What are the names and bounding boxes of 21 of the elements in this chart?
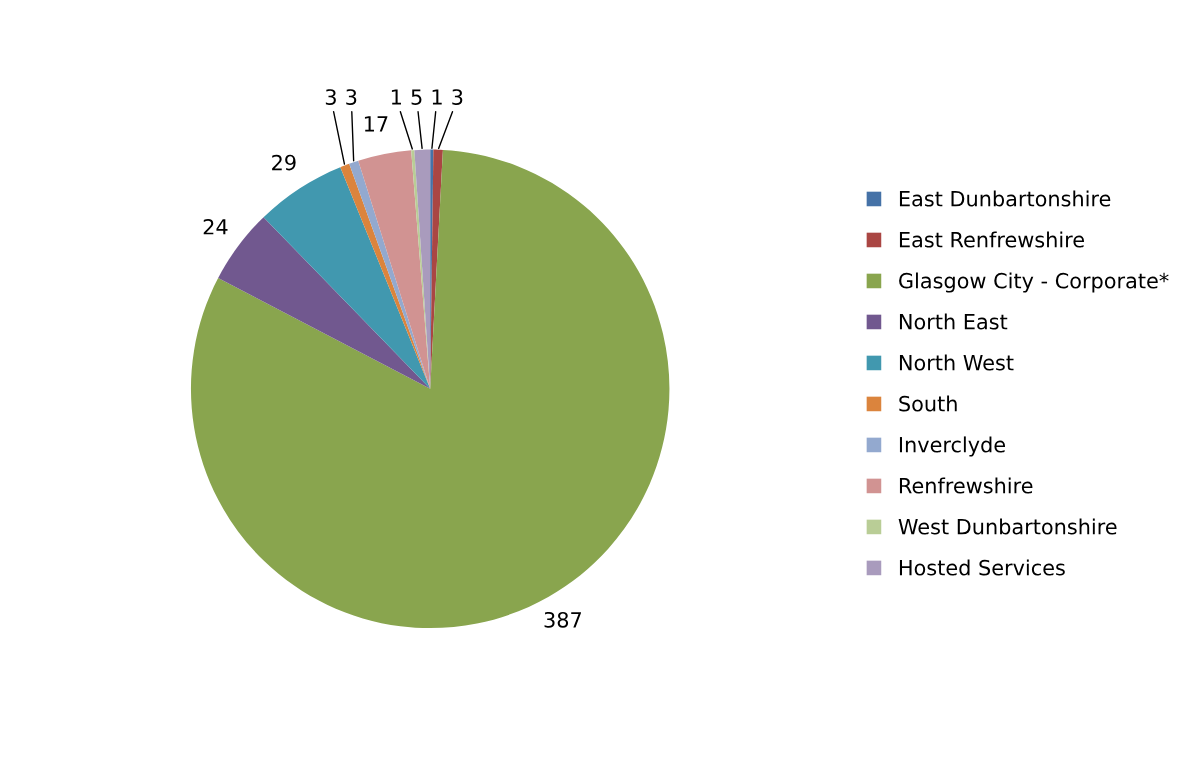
data-label: 387 [544,611,581,628]
data-label: 24 [203,218,228,235]
legend-label: North West [899,354,1014,371]
legend-label: Hosted Services [899,559,1065,576]
legend-label: Inverclyde [899,436,1005,457]
data-label: 29 [272,154,296,171]
legend-label: South [899,395,957,412]
legend-label: East Renfrewshire [899,231,1084,248]
data-label: 1 [391,89,401,105]
legend-label: North East [899,313,1008,330]
legend-label: Glasgow City - Corporate* [899,272,1169,293]
pie-slice [190,149,670,629]
data-label: 5 [411,89,422,105]
data-label: 17 [364,116,388,132]
legend-label: East Dunbartonshire [899,190,1111,207]
data-label: 3 [325,89,336,105]
data-label: 3 [452,89,463,105]
legend-label: West Dunbartonshire [898,518,1117,535]
legend-label: Renfrewshire [899,477,1033,494]
data-label: 3 [346,89,357,105]
data-label: 1 [432,89,442,105]
